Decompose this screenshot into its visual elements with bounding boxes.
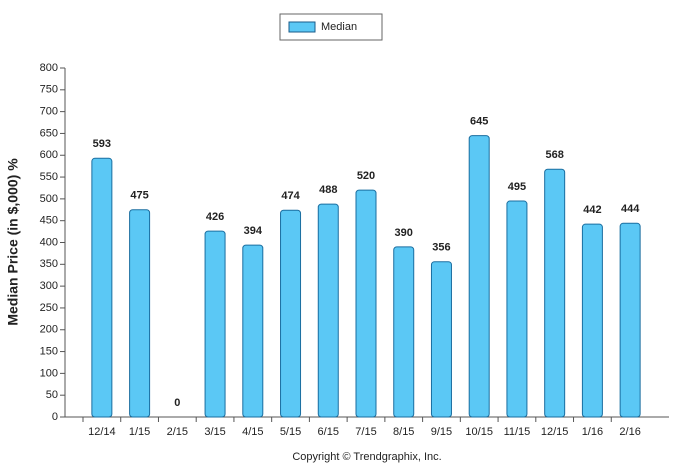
- x-tick-label: 12/14: [88, 426, 116, 438]
- x-tick-label: 4/15: [242, 426, 263, 438]
- x-tick-label: 11/15: [504, 426, 531, 438]
- legend-label: Median: [321, 21, 357, 33]
- bar: [619, 222, 641, 418]
- x-tick-label: 7/15: [355, 426, 376, 438]
- y-tick-label: 700: [40, 106, 58, 118]
- y-tick-label: 800: [40, 62, 58, 74]
- bar: [430, 261, 452, 418]
- x-tick-label: 3/15: [204, 426, 225, 438]
- y-tick-label: 750: [40, 84, 58, 96]
- x-tick-label: 12/15: [541, 426, 569, 438]
- y-tick-label: 0: [52, 411, 58, 423]
- y-tick-label: 650: [40, 127, 58, 139]
- bar: [280, 209, 302, 418]
- value-label: 475: [130, 190, 148, 202]
- x-tick-label: 2/15: [167, 426, 188, 438]
- value-label: 442: [583, 204, 601, 216]
- legend-swatch: [288, 21, 316, 33]
- y-tick-label: 350: [40, 258, 58, 270]
- source: Copyright © Trendgraphix, Inc.: [292, 451, 441, 463]
- value-label: 520: [357, 170, 375, 182]
- value-label: 488: [319, 184, 337, 196]
- bar: [242, 244, 264, 418]
- y-tick-label: 100: [40, 367, 58, 379]
- y-tick-label: 400: [40, 236, 58, 248]
- y-tick-label: 600: [40, 149, 58, 161]
- x-tick-label: 8/15: [393, 426, 414, 438]
- bar: [204, 230, 226, 418]
- bar: [355, 189, 377, 418]
- bar: [317, 203, 339, 418]
- bar: [129, 209, 151, 418]
- value-label: 394: [244, 225, 263, 237]
- value-label: 645: [470, 116, 488, 128]
- y-tick-label: 50: [46, 389, 58, 401]
- bar: [393, 246, 415, 418]
- value-label: 356: [432, 242, 450, 254]
- bar: [91, 157, 113, 418]
- x-tick-label: 6/15: [318, 426, 339, 438]
- y-tick-label: 500: [40, 193, 58, 205]
- bar: [468, 135, 490, 418]
- value-label: 474: [281, 190, 300, 202]
- x-tick-label: 10/15: [465, 426, 493, 438]
- y-tick-label: 150: [40, 345, 58, 357]
- value-label: 495: [508, 181, 526, 193]
- x-tick-label: 5/15: [280, 426, 301, 438]
- bar: [544, 168, 566, 418]
- y-axis-label: Median Price (in $,000) %: [5, 158, 21, 326]
- x-tick-label: 1/16: [582, 426, 603, 438]
- y-tick-label: 450: [40, 215, 58, 227]
- value-label: 568: [545, 149, 563, 161]
- value-label: 444: [621, 203, 640, 215]
- x-tick-label: 2/16: [619, 426, 640, 438]
- bar: [506, 200, 528, 418]
- value-label: 0: [174, 397, 180, 409]
- y-tick-label: 300: [40, 280, 58, 292]
- value-label: 593: [93, 138, 111, 150]
- value-label: 426: [206, 211, 224, 223]
- y-tick-label: 200: [40, 324, 58, 336]
- y-tick-label: 250: [40, 302, 58, 314]
- bar: [581, 223, 603, 418]
- x-tick-label: 1/15: [129, 426, 150, 438]
- x-tick-label: 9/15: [431, 426, 452, 438]
- value-label: 390: [395, 227, 413, 239]
- y-tick-label: 550: [40, 171, 58, 183]
